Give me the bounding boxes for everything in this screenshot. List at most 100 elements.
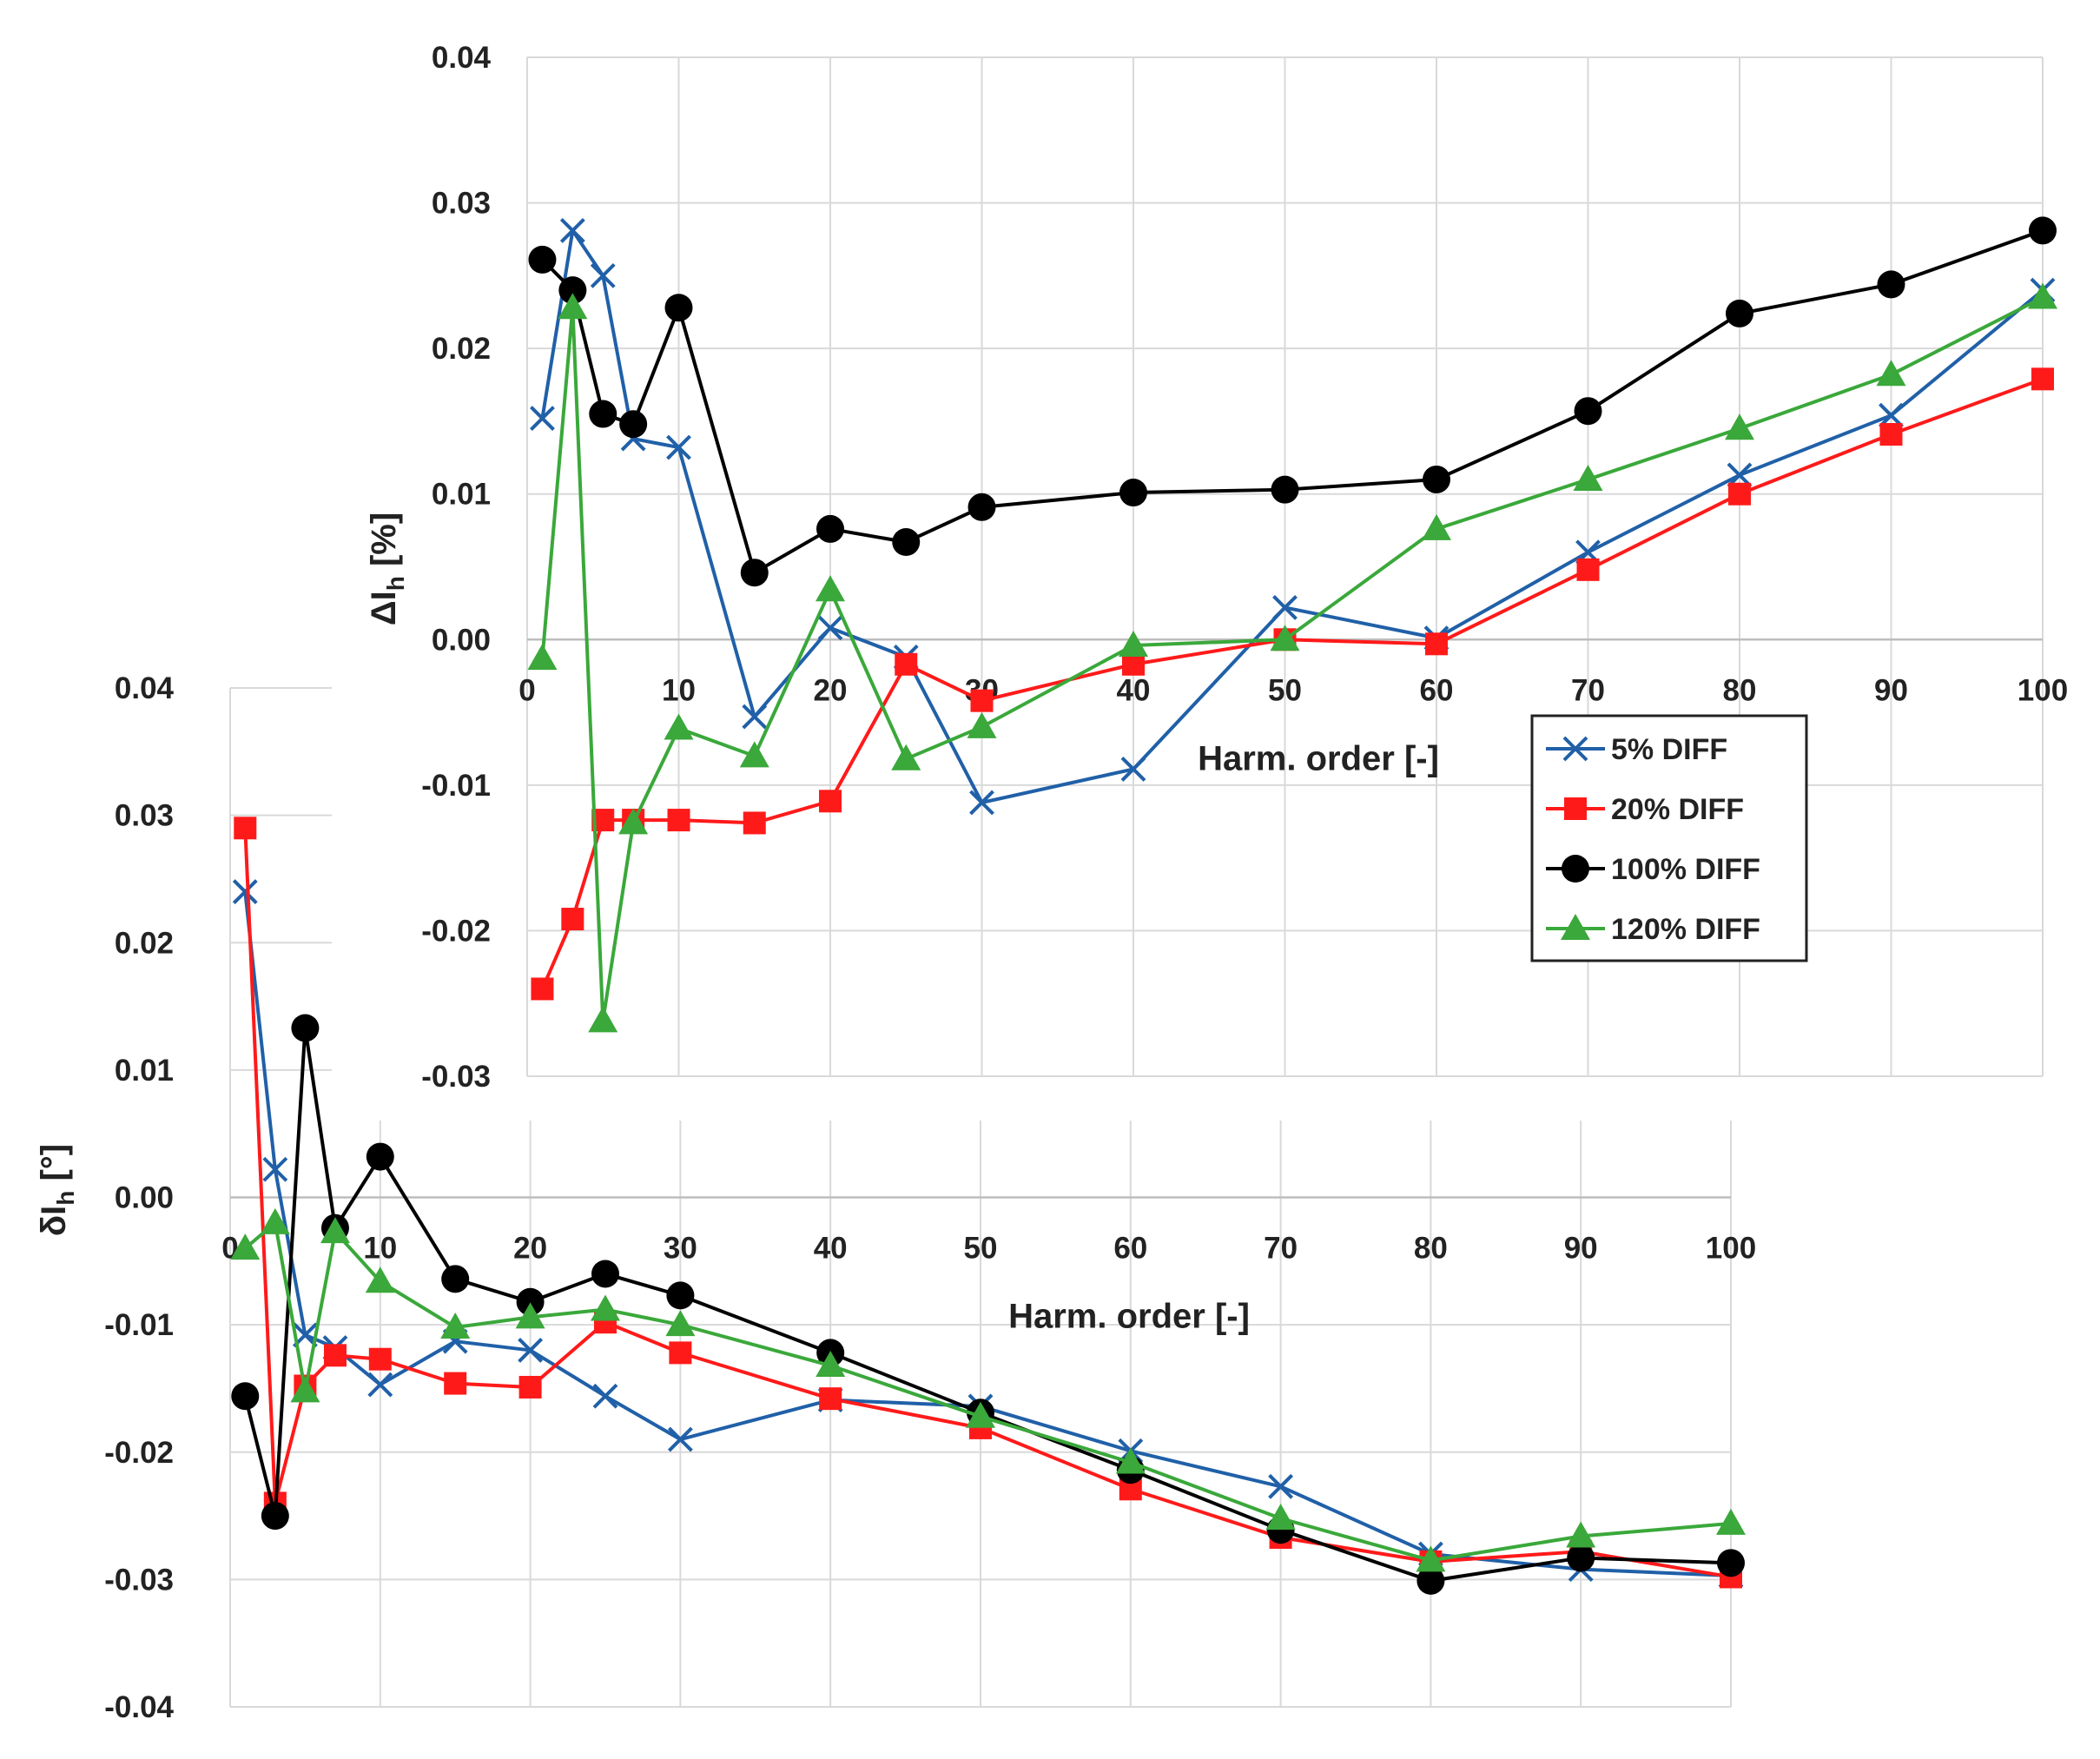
series-line-20-diff [243, 828, 1732, 1579]
x-tick-label: 40 [1117, 673, 1151, 707]
x-tick-label: 20 [814, 673, 848, 707]
data-point-20-diff [895, 652, 918, 676]
data-point-5-diff [592, 1383, 618, 1409]
data-point-100-diff [516, 1287, 545, 1316]
y-tick-label: 0.01 [115, 1054, 174, 1088]
data-point-100-diff [366, 1142, 394, 1171]
data-point-5-diff [1120, 757, 1146, 782]
data-point-100-diff [1877, 270, 1905, 299]
data-point-100-diff [1417, 1566, 1445, 1595]
x-tick-label: 90 [1874, 673, 1908, 707]
series-line-20-diff [540, 377, 2044, 990]
data-point-100-diff [967, 493, 996, 521]
data-point-20-diff [1728, 482, 1751, 506]
x-tick-label: 0 [221, 1232, 238, 1266]
data-point-5-diff [742, 704, 768, 730]
y-tick-label: 0.04 [432, 41, 492, 75]
y-tick-label: -0.02 [421, 914, 491, 948]
data-point-20-diff [234, 817, 257, 840]
legend-marker-120-diff [1561, 914, 1590, 940]
y-tick-label: 0.04 [115, 671, 175, 705]
data-point-20-diff [561, 908, 584, 931]
legend: 5% DIFF 20% DIFF 100% DIFF 120% DIFF [1530, 714, 1808, 962]
data-point-5-diff [232, 879, 258, 905]
data-point-120-diff [320, 1217, 350, 1244]
x-tick-label: 70 [1571, 673, 1605, 707]
data-point-20-diff [531, 977, 554, 1001]
data-point-120-diff [891, 744, 921, 770]
y-axis-title: ΔIh [%] [365, 512, 409, 625]
series-line-120-diff [540, 295, 2044, 1023]
y-tick-label: -0.04 [104, 1690, 174, 1724]
data-point-120-diff [588, 1006, 618, 1033]
data-point-120-diff [290, 1376, 320, 1403]
x-tick-label: 20 [513, 1232, 547, 1266]
series-line-5-diff [243, 891, 1732, 1577]
series-line-100-diff [243, 1026, 1732, 1583]
y-tick-label: 0.02 [115, 926, 174, 960]
data-point-100-diff [558, 276, 587, 305]
x-tick-label: 10 [662, 673, 696, 707]
data-point-120-diff [1416, 1545, 1446, 1572]
data-point-120-diff [558, 293, 588, 320]
data-point-5-diff [667, 1426, 693, 1452]
legend-label-5-diff: 5% DIFF [1611, 733, 1727, 766]
series-line-120-diff [243, 1220, 1732, 1563]
data-point-120-diff [816, 1351, 846, 1378]
top-chart-panel [332, 0, 2100, 1121]
data-point-20-diff [1576, 558, 1600, 581]
x-tick-label: 60 [1420, 673, 1454, 707]
data-point-5-diff [559, 217, 585, 243]
x-tick-label: 90 [1564, 1232, 1598, 1266]
data-point-120-diff [1115, 1447, 1146, 1474]
data-point-5-diff [1727, 462, 1753, 488]
data-point-100-diff [528, 245, 557, 274]
data-point-100-diff [892, 528, 921, 557]
series-line-5-diff [540, 228, 2044, 804]
data-point-100-diff [1574, 397, 1602, 426]
data-point-120-diff [816, 575, 845, 602]
data-point-120-diff [591, 1294, 620, 1321]
data-point-120-diff [665, 1310, 696, 1337]
data-point-120-diff [230, 1233, 261, 1260]
data-point-5-diff [530, 406, 555, 431]
legend-label-20-diff: 20% DIFF [1611, 793, 1744, 826]
x-tick-label: 50 [964, 1232, 998, 1266]
data-point-120-diff [1422, 513, 1451, 540]
data-point-100-diff [1119, 479, 1147, 507]
x-tick-label: 60 [1113, 1232, 1147, 1266]
y-tick-label: 0.00 [115, 1181, 174, 1215]
data-point-20-diff [970, 689, 994, 712]
legend-marker-20-diff [1564, 797, 1587, 820]
data-point-5-diff [1272, 595, 1298, 620]
data-point-120-diff [1725, 413, 1754, 440]
top-chart: -0.03 -0.02 -0.01 0.00 0.01 0.02 0.03 0.04 0 10 20… [365, 41, 2068, 1094]
series-line-100-diff [541, 228, 2044, 575]
x-axis-title: Harm. order [-] [1008, 1298, 1250, 1336]
data-point-100-diff [666, 1281, 695, 1310]
y-tick-label: 0.03 [432, 187, 491, 221]
legend-marker-100-diff [1562, 855, 1589, 883]
x-tick-label: 0 [518, 673, 535, 707]
x-tick-label: 70 [1264, 1232, 1298, 1266]
data-point-20-diff [819, 790, 842, 813]
data-point-120-diff [966, 1401, 995, 1428]
y-tick-label: -0.01 [104, 1308, 174, 1342]
data-point-100-diff [291, 1014, 320, 1042]
data-point-100-diff [816, 514, 844, 543]
data-point-120-diff [515, 1302, 545, 1329]
data-point-20-diff [518, 1375, 542, 1399]
data-point-100-diff [261, 1502, 289, 1531]
y-tick-label: 0.02 [432, 332, 491, 366]
y-axis-title: δIh [°] [35, 1144, 79, 1236]
data-point-20-diff [1425, 632, 1448, 656]
x-tick-label: 40 [814, 1232, 848, 1266]
y-tick-label: -0.03 [421, 1060, 491, 1094]
data-point-5-diff [1879, 402, 1904, 428]
x-axis-title: Harm. order [-] [1198, 739, 1439, 777]
data-point-5-diff [518, 1338, 544, 1363]
data-point-100-diff [2029, 216, 2057, 245]
data-point-5-diff [817, 615, 843, 641]
data-point-120-diff [664, 713, 694, 740]
